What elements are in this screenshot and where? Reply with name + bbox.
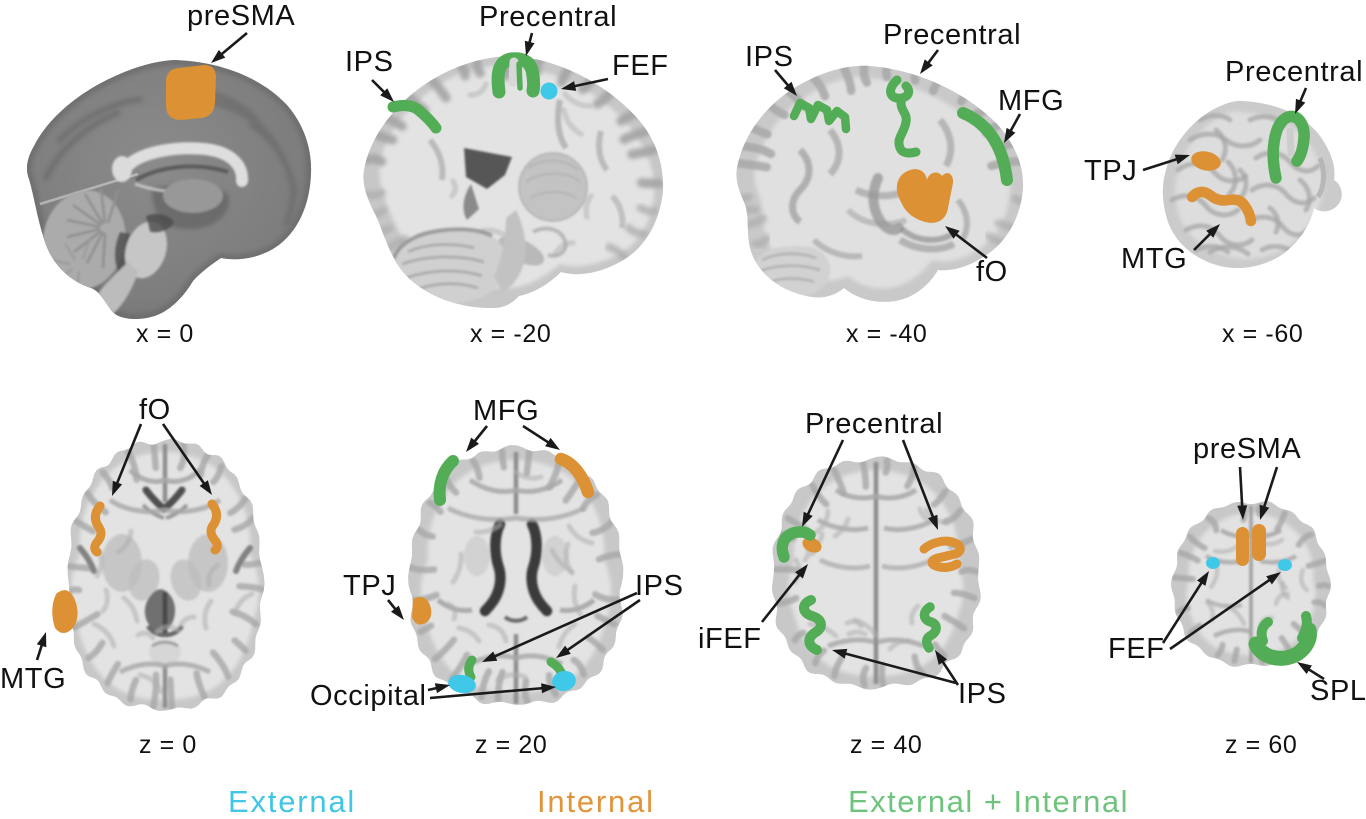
svg-text:IPS: IPS — [635, 570, 684, 602]
svg-text:MFG: MFG — [998, 85, 1064, 117]
svg-text:Internal: Internal — [537, 784, 655, 819]
svg-text:fO: fO — [139, 394, 171, 426]
svg-text:SPL: SPL — [1310, 675, 1366, 707]
svg-text:x = 0: x = 0 — [136, 320, 194, 348]
svg-text:x = -60: x = -60 — [1222, 320, 1303, 348]
svg-text:MTG: MTG — [0, 663, 66, 695]
svg-text:TPJ: TPJ — [343, 570, 396, 602]
svg-text:preSMA: preSMA — [187, 0, 295, 32]
svg-text:MTG: MTG — [1121, 243, 1187, 275]
svg-text:IPS: IPS — [745, 41, 794, 73]
svg-text:z = 60: z = 60 — [1225, 731, 1297, 759]
svg-text:x = -20: x = -20 — [470, 320, 551, 348]
svg-text:TPJ: TPJ — [1084, 155, 1137, 187]
svg-text:External: External — [228, 784, 356, 819]
svg-text:z = 40: z = 40 — [850, 731, 922, 759]
svg-text:Precentral: Precentral — [1225, 56, 1363, 88]
svg-text:External + Internal: External + Internal — [848, 784, 1129, 819]
svg-text:iFEF: iFEF — [698, 623, 762, 655]
svg-text:fO: fO — [976, 256, 1008, 288]
svg-text:IPS: IPS — [345, 46, 394, 78]
svg-text:Precentral: Precentral — [805, 408, 943, 440]
svg-text:IPS: IPS — [958, 678, 1007, 710]
svg-text:Precentral: Precentral — [479, 1, 617, 33]
svg-text:MFG: MFG — [473, 395, 539, 427]
svg-text:z = 20: z = 20 — [475, 731, 547, 759]
svg-text:x = -40: x = -40 — [846, 320, 927, 348]
svg-text:Occipital: Occipital — [310, 680, 427, 712]
svg-text:preSMA: preSMA — [1193, 433, 1301, 465]
svg-text:z = 0: z = 0 — [139, 731, 197, 759]
svg-text:FEF: FEF — [612, 50, 669, 82]
svg-text:FEF: FEF — [1108, 633, 1165, 665]
svg-text:Precentral: Precentral — [883, 19, 1021, 51]
